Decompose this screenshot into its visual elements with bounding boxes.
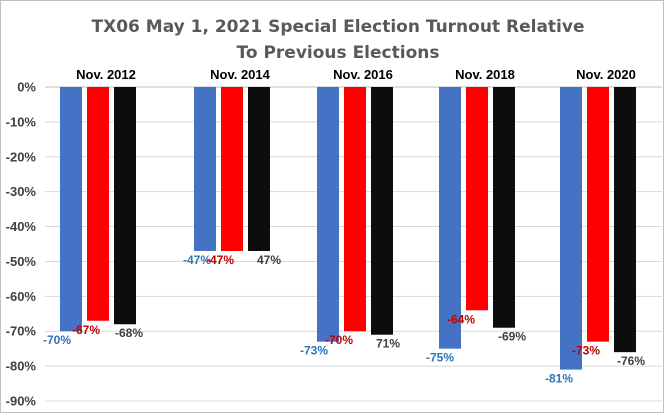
y-tick-label: -60%	[6, 289, 37, 304]
bar	[248, 87, 270, 251]
data-label: -47%	[206, 253, 234, 267]
bar	[466, 87, 488, 311]
bar	[317, 87, 339, 342]
data-labels: -70%-67% -68%-47%-47% 47%-73%-70% 71%-75%-6…	[43, 253, 645, 386]
data-label: -69%	[498, 330, 526, 344]
category-label: Nov. 2018	[455, 67, 515, 82]
y-tick-label: -10%	[6, 114, 37, 129]
category-label: Nov. 2012	[76, 67, 136, 82]
y-tick-label: -50%	[6, 254, 37, 269]
bar	[493, 87, 515, 328]
bar	[344, 87, 366, 332]
y-tick-label: -20%	[6, 149, 37, 164]
data-label: 47%	[257, 253, 281, 267]
bars	[60, 87, 636, 370]
chart-title: TX06 May 1, 2021 Special Election Turnou…	[92, 17, 585, 63]
bar	[114, 87, 136, 325]
bar	[221, 87, 243, 251]
gridlines	[45, 86, 662, 402]
data-label: -70%	[43, 333, 71, 347]
bar	[587, 87, 609, 342]
y-tick-label: -90%	[6, 394, 37, 409]
chart-title-line-2: To Previous Elections	[237, 43, 440, 63]
data-label: -70%	[325, 333, 353, 347]
data-label: -67%	[72, 323, 100, 337]
data-label: -76%	[617, 354, 645, 368]
y-tick-label: -40%	[6, 219, 37, 234]
y-tick-label: -30%	[6, 184, 37, 199]
bar	[560, 87, 582, 370]
bar	[87, 87, 109, 321]
category-labels: Nov. 2012 Nov. 2014 Nov. 2016 Nov. 2018 Nov.…	[76, 67, 636, 82]
y-tick-label: -80%	[6, 359, 37, 374]
data-label: -73%	[300, 344, 328, 358]
bar	[194, 87, 216, 251]
data-label: -75%	[426, 351, 454, 365]
category-label: Nov. 2016	[333, 67, 393, 82]
data-label: -47%	[183, 253, 211, 267]
bar	[60, 87, 82, 332]
data-label: -64%	[447, 312, 475, 326]
data-label: 71%	[376, 337, 400, 351]
category-label: Nov. 2014	[210, 67, 271, 82]
bar	[614, 87, 636, 353]
data-label: -68%	[115, 326, 143, 340]
data-label: -81%	[545, 372, 573, 386]
bar	[439, 87, 461, 349]
bar	[371, 87, 393, 335]
data-label: -73%	[572, 344, 600, 358]
y-axis-tick-labels: 0% -10% -20% -30% -40% -50% -60% -70% -80% -90%	[6, 80, 37, 409]
y-tick-label: -70%	[6, 324, 37, 339]
y-tick-label: 0%	[17, 80, 36, 95]
chart-title-line-1: TX06 May 1, 2021 Special Election Turnou…	[92, 17, 585, 37]
category-label: Nov. 2020	[576, 67, 636, 82]
